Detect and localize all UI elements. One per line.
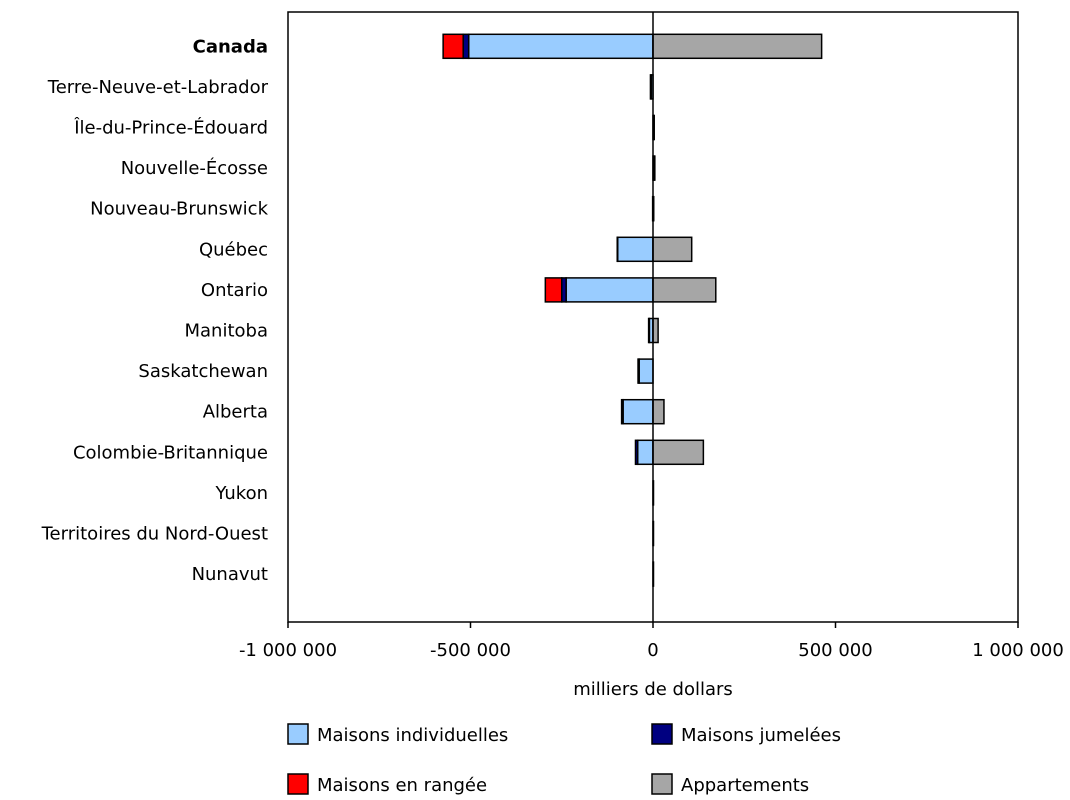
bar-4-4 bbox=[653, 155, 656, 181]
legend-label: Appartements bbox=[681, 775, 809, 796]
legend-label: Maisons en rangée bbox=[317, 775, 487, 796]
x-tick-label: 0 bbox=[647, 640, 658, 661]
category-labels: Canada Terre-Neuve-et-Labrador Île-du-Prin… bbox=[41, 36, 269, 585]
bar-2-11 bbox=[634, 439, 639, 466]
category-label: Territoires du Nord-Ouest bbox=[41, 524, 268, 545]
bar-3-1 bbox=[442, 33, 464, 60]
category-label: Yukon bbox=[214, 483, 268, 504]
legend-swatch bbox=[651, 773, 673, 795]
category-label: Saskatchewan bbox=[138, 361, 268, 382]
bar-1-1 bbox=[467, 33, 654, 60]
legend-swatch bbox=[651, 723, 673, 745]
legend-swatch bbox=[287, 723, 309, 745]
bar-2-6 bbox=[616, 236, 619, 263]
bar-4-3 bbox=[652, 114, 655, 141]
category-label: Canada bbox=[193, 36, 268, 57]
bar-4-8 bbox=[652, 317, 659, 344]
x-tick-label: -500 000 bbox=[430, 640, 511, 661]
bar-1-6 bbox=[616, 236, 654, 263]
bar-3-7 bbox=[544, 277, 563, 303]
bar-4-1 bbox=[652, 33, 823, 60]
bar-4-7 bbox=[652, 277, 717, 303]
bar-4-11 bbox=[652, 439, 705, 466]
category-label: Île-du-Prince-Édouard bbox=[73, 117, 268, 139]
legend: Maisons individuelles Maisons jumelées Mai… bbox=[287, 723, 841, 796]
legend-label: Maisons individuelles bbox=[317, 725, 508, 746]
bar-1-7 bbox=[565, 277, 654, 303]
category-label: Alberta bbox=[203, 402, 268, 423]
legend-swatch bbox=[287, 773, 309, 795]
legend-label: Maisons jumelées bbox=[681, 725, 841, 746]
bar-2-10 bbox=[620, 398, 624, 425]
category-label: Manitoba bbox=[185, 321, 269, 342]
category-label: Nunavut bbox=[192, 564, 268, 585]
category-label: Québec bbox=[199, 239, 268, 260]
plot-area bbox=[287, 11, 1019, 623]
bar-2-2 bbox=[649, 74, 652, 100]
bar-4-10 bbox=[652, 398, 665, 425]
x-tick-label: 500 000 bbox=[798, 640, 872, 661]
category-label: Nouveau-Brunswick bbox=[90, 199, 268, 220]
bar-2-9 bbox=[637, 358, 640, 384]
bar-1-11 bbox=[636, 439, 654, 466]
x-axis-title: milliers de dollars bbox=[573, 679, 733, 700]
category-label: Terre-Neuve-et-Labrador bbox=[47, 77, 269, 98]
bar-1-10 bbox=[622, 398, 654, 425]
category-label: Ontario bbox=[201, 280, 268, 301]
x-tick-label: -1 000 000 bbox=[239, 640, 337, 661]
x-axis: -1 000 000 -500 000 0 500 000 1 000 000 bbox=[239, 622, 1064, 661]
bar-4-6 bbox=[652, 236, 693, 263]
category-label: Nouvelle-Écosse bbox=[121, 157, 268, 179]
bar-2-1 bbox=[462, 33, 470, 60]
category-label: Colombie-Britannique bbox=[73, 442, 268, 463]
bar-1-9 bbox=[638, 358, 654, 384]
bar-2-8 bbox=[647, 317, 651, 344]
x-tick-label: 1 000 000 bbox=[972, 640, 1064, 661]
